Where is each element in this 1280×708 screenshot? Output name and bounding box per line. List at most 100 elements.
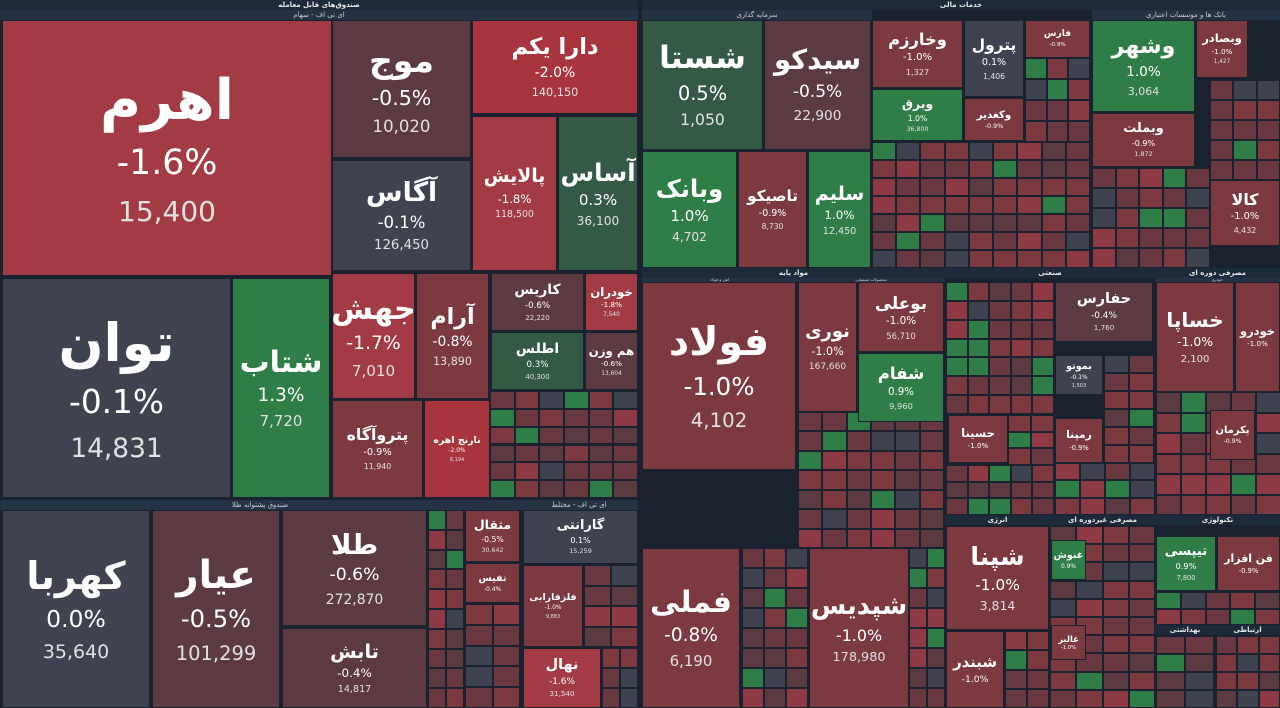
stock-name: دارا یکم — [511, 34, 599, 61]
small-tile — [1255, 608, 1280, 625]
stock-change: 1.0% — [824, 207, 855, 222]
stock-change: 0.5% — [677, 81, 728, 105]
small-tile — [909, 568, 927, 588]
small-tile — [514, 480, 540, 498]
group-header: بانک ها و موسسات اعتباری — [1092, 10, 1280, 20]
small-tile — [993, 250, 1018, 268]
stock-change: -0.6% — [524, 300, 551, 311]
small-tile — [1010, 338, 1033, 358]
stock-tile: طلا -0.6% 272,870 — [282, 510, 427, 626]
small-tile — [742, 688, 764, 708]
small-tile — [742, 648, 764, 668]
stock-tile: نارنج اهره -2.0% 8,194 — [424, 400, 490, 498]
stock-tile: تاصیکو -0.9% 8,730 — [738, 151, 807, 268]
small-tile — [1139, 188, 1163, 208]
small-tile — [611, 585, 638, 606]
small-tile — [1068, 100, 1090, 121]
small-tile — [967, 465, 990, 482]
small-tile — [564, 426, 589, 445]
small-tile — [742, 668, 764, 688]
small-tile — [1162, 188, 1187, 208]
small-tile — [1216, 672, 1238, 690]
stock-price: 1,427 — [1213, 58, 1231, 65]
small-tile — [993, 160, 1018, 178]
small-tile — [584, 606, 611, 627]
small-tile — [1076, 689, 1103, 708]
small-tile — [871, 528, 896, 548]
small-tile — [989, 498, 1011, 515]
small-tile — [1185, 636, 1214, 654]
small-tile — [492, 604, 520, 625]
small-tile — [1256, 392, 1280, 413]
small-tile — [1128, 635, 1155, 654]
stock-tile: حفارس -0.4% 1,760 — [1055, 282, 1153, 342]
small-tile — [620, 648, 638, 668]
small-tile — [822, 412, 847, 432]
stock-change: -1.0% — [961, 674, 989, 685]
small-tile — [539, 462, 564, 481]
small-tile — [446, 668, 464, 689]
small-tile — [1041, 250, 1066, 268]
small-tile — [742, 628, 764, 648]
stock-tile: دارا یکم -2.0% 140,150 — [472, 20, 638, 114]
small-tile — [1005, 650, 1027, 670]
small-tile — [872, 232, 897, 250]
stock-tile: اطلس 0.3% 40,300 — [491, 332, 584, 390]
small-tile — [846, 489, 871, 510]
stock-price: 13,604 — [601, 370, 622, 377]
small-tile — [989, 300, 1011, 320]
stock-change: -1.0% — [1060, 645, 1077, 652]
small-tile — [1104, 355, 1129, 373]
small-tile — [465, 666, 493, 688]
small-tile — [1031, 415, 1054, 432]
small-tile — [588, 426, 614, 445]
small-tile — [993, 214, 1018, 232]
small-tile — [1092, 188, 1116, 208]
small-tile — [1027, 631, 1049, 651]
small-tile — [872, 250, 897, 268]
small-tile — [1031, 448, 1054, 465]
small-tile — [446, 609, 464, 629]
stock-change: -2.0% — [448, 447, 466, 454]
small-tile — [822, 489, 847, 510]
small-tile — [927, 608, 945, 628]
stock-price: 7,720 — [259, 412, 303, 431]
small-tile — [944, 196, 969, 214]
small-tile — [620, 668, 638, 688]
stock-price: 7,540 — [603, 311, 620, 318]
small-tile — [428, 510, 446, 530]
small-tile — [822, 470, 847, 490]
stock-price: 35,640 — [42, 641, 110, 664]
small-tile — [1210, 140, 1234, 160]
stock-change: -1.0% — [835, 625, 883, 645]
sector-header: بهداشتی — [1155, 625, 1215, 635]
stock-name: شستا — [659, 39, 746, 76]
small-tile — [602, 668, 620, 688]
stock-tile: خودران -1.8% 7,540 — [585, 273, 638, 331]
small-tile — [946, 282, 968, 301]
stock-change: -1.0% — [683, 372, 755, 402]
small-tile — [1025, 58, 1047, 79]
stock-name: فلزفارابی — [529, 592, 577, 604]
small-tile — [1186, 188, 1210, 208]
stock-tile: بوعلی -1.0% 56,710 — [858, 282, 944, 352]
small-tile — [588, 480, 614, 498]
small-tile — [1102, 598, 1129, 617]
stock-name: شپنا — [970, 541, 1025, 571]
small-tile — [1128, 526, 1155, 545]
small-tile — [465, 687, 493, 708]
small-tile — [822, 528, 847, 548]
small-tile — [1216, 690, 1238, 708]
small-tile — [446, 628, 464, 649]
small-tile — [446, 549, 464, 570]
small-tile — [1130, 463, 1155, 481]
stock-name: خودران — [590, 285, 633, 300]
small-tile — [967, 395, 990, 414]
small-tile — [944, 160, 969, 178]
small-tile — [1210, 100, 1234, 120]
small-tile — [1128, 598, 1155, 617]
stock-price: 6,190 — [669, 652, 713, 671]
stock-name: اهرم — [100, 67, 234, 133]
small-tile — [1076, 598, 1103, 617]
small-tile — [895, 450, 920, 471]
